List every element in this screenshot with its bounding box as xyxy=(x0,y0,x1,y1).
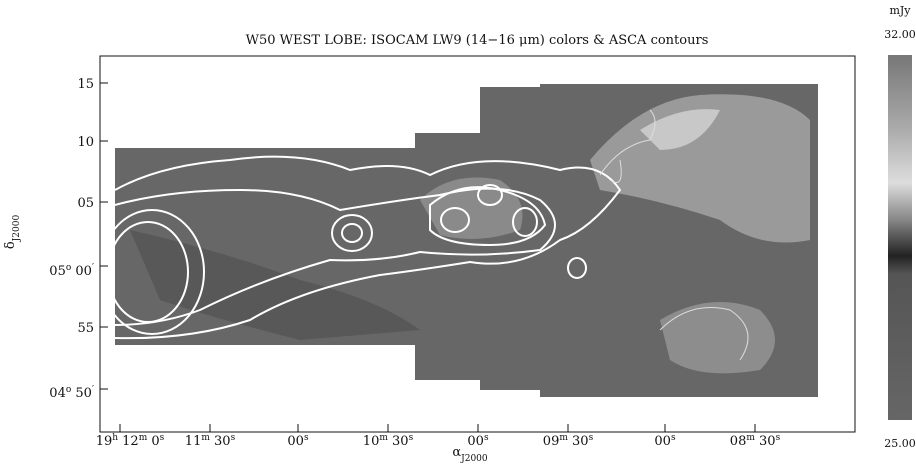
contours xyxy=(99,155,622,340)
text-part: m xyxy=(201,433,210,443)
text-part: α xyxy=(452,445,461,460)
text-part: 00 xyxy=(654,434,671,449)
text-part: 00 xyxy=(467,434,484,449)
text-part: m xyxy=(559,433,568,443)
text-part: 09 xyxy=(543,434,560,449)
text-part: s xyxy=(409,433,414,443)
text-part: 05 xyxy=(77,196,94,211)
image xyxy=(115,84,818,397)
y-tick-label: 15 xyxy=(77,77,94,92)
text-part: m xyxy=(379,433,388,443)
text-part: 08 xyxy=(730,434,747,449)
text-part: m xyxy=(746,433,755,443)
colorbar xyxy=(888,55,912,420)
text-part: 00 xyxy=(71,264,92,279)
text-part: s xyxy=(589,433,594,443)
y-tick-label: 04o 50′ xyxy=(49,385,94,401)
x-tick-label: 00s xyxy=(654,433,676,449)
ticks xyxy=(100,82,756,432)
text-part: s xyxy=(231,433,236,443)
text-part: 12 xyxy=(118,434,139,449)
x-axis-label: αJ2000 xyxy=(452,445,488,464)
x-tick-label: 10m 30s xyxy=(363,433,414,449)
text-part: 55 xyxy=(77,321,94,336)
colorbar-unit: mJy xyxy=(889,4,911,17)
text-part: 19 xyxy=(96,434,113,449)
text-part: s xyxy=(484,433,489,443)
text-part: 50 xyxy=(71,386,92,401)
text-part: δ xyxy=(3,241,18,249)
x-tick-label: 08m 30s xyxy=(730,433,781,449)
colorbar-max: 32.00 xyxy=(884,28,916,41)
y-tick-label: 05o 00′ xyxy=(49,263,94,279)
text-part: 30 xyxy=(388,434,409,449)
contours-thin xyxy=(599,109,749,361)
text-part: 11 xyxy=(185,434,202,449)
text-part: 30 xyxy=(210,434,231,449)
text-part: o xyxy=(66,385,71,395)
text-part: s xyxy=(671,433,676,443)
y-tick-label: 05 xyxy=(77,196,94,211)
x-tick-label: 09m 30s xyxy=(543,433,594,449)
text-part: J2000 xyxy=(460,454,488,464)
text-part: 00 xyxy=(287,434,304,449)
text-part: o xyxy=(66,263,71,273)
text-part: s xyxy=(160,433,165,443)
y-tick-label: 10 xyxy=(77,135,94,150)
text-part: s xyxy=(304,433,309,443)
text-part: J2000 xyxy=(12,215,22,243)
text-part: 30 xyxy=(568,434,589,449)
x-tick-label: 11m 30s xyxy=(185,433,236,449)
text-part: 04 xyxy=(49,386,66,401)
text-part: s xyxy=(776,433,781,443)
text-part: 05 xyxy=(49,264,66,279)
text-part: h xyxy=(112,433,118,443)
text-part: 30 xyxy=(755,434,776,449)
text-part: 10 xyxy=(77,135,94,150)
text-part: ′ xyxy=(92,263,94,273)
text-part: m) colors & ASCA contours xyxy=(527,33,708,48)
colorbar-min: 25.00 xyxy=(884,437,916,450)
text-part: 16 xyxy=(498,33,519,48)
y-tick-label: 55 xyxy=(77,321,94,336)
title: W50 WEST LOBE: ISOCAM LW9 (14−16 μm) col… xyxy=(246,33,709,48)
text-part: ′ xyxy=(92,385,94,395)
text-part: 0 xyxy=(147,434,159,449)
x-tick-label: 00s xyxy=(467,433,489,449)
x-tick-label: 00s xyxy=(287,433,309,449)
text-part: 10 xyxy=(363,434,380,449)
text-part: − xyxy=(487,33,498,48)
y-axis-label: δJ2000 xyxy=(3,215,22,250)
text-part: W50 WEST LOBE: ISOCAM LW9 (14 xyxy=(246,33,488,48)
text-part: μ xyxy=(519,33,527,48)
x-tick-labels: 19h 12m 0s 11m 30s 00s 10m 30s 00s 09m 30s 00s… xyxy=(96,433,781,449)
text-part: m xyxy=(139,433,148,443)
text-part: 15 xyxy=(77,77,94,92)
x-tick-label: 19h 12m 0s xyxy=(96,433,165,449)
